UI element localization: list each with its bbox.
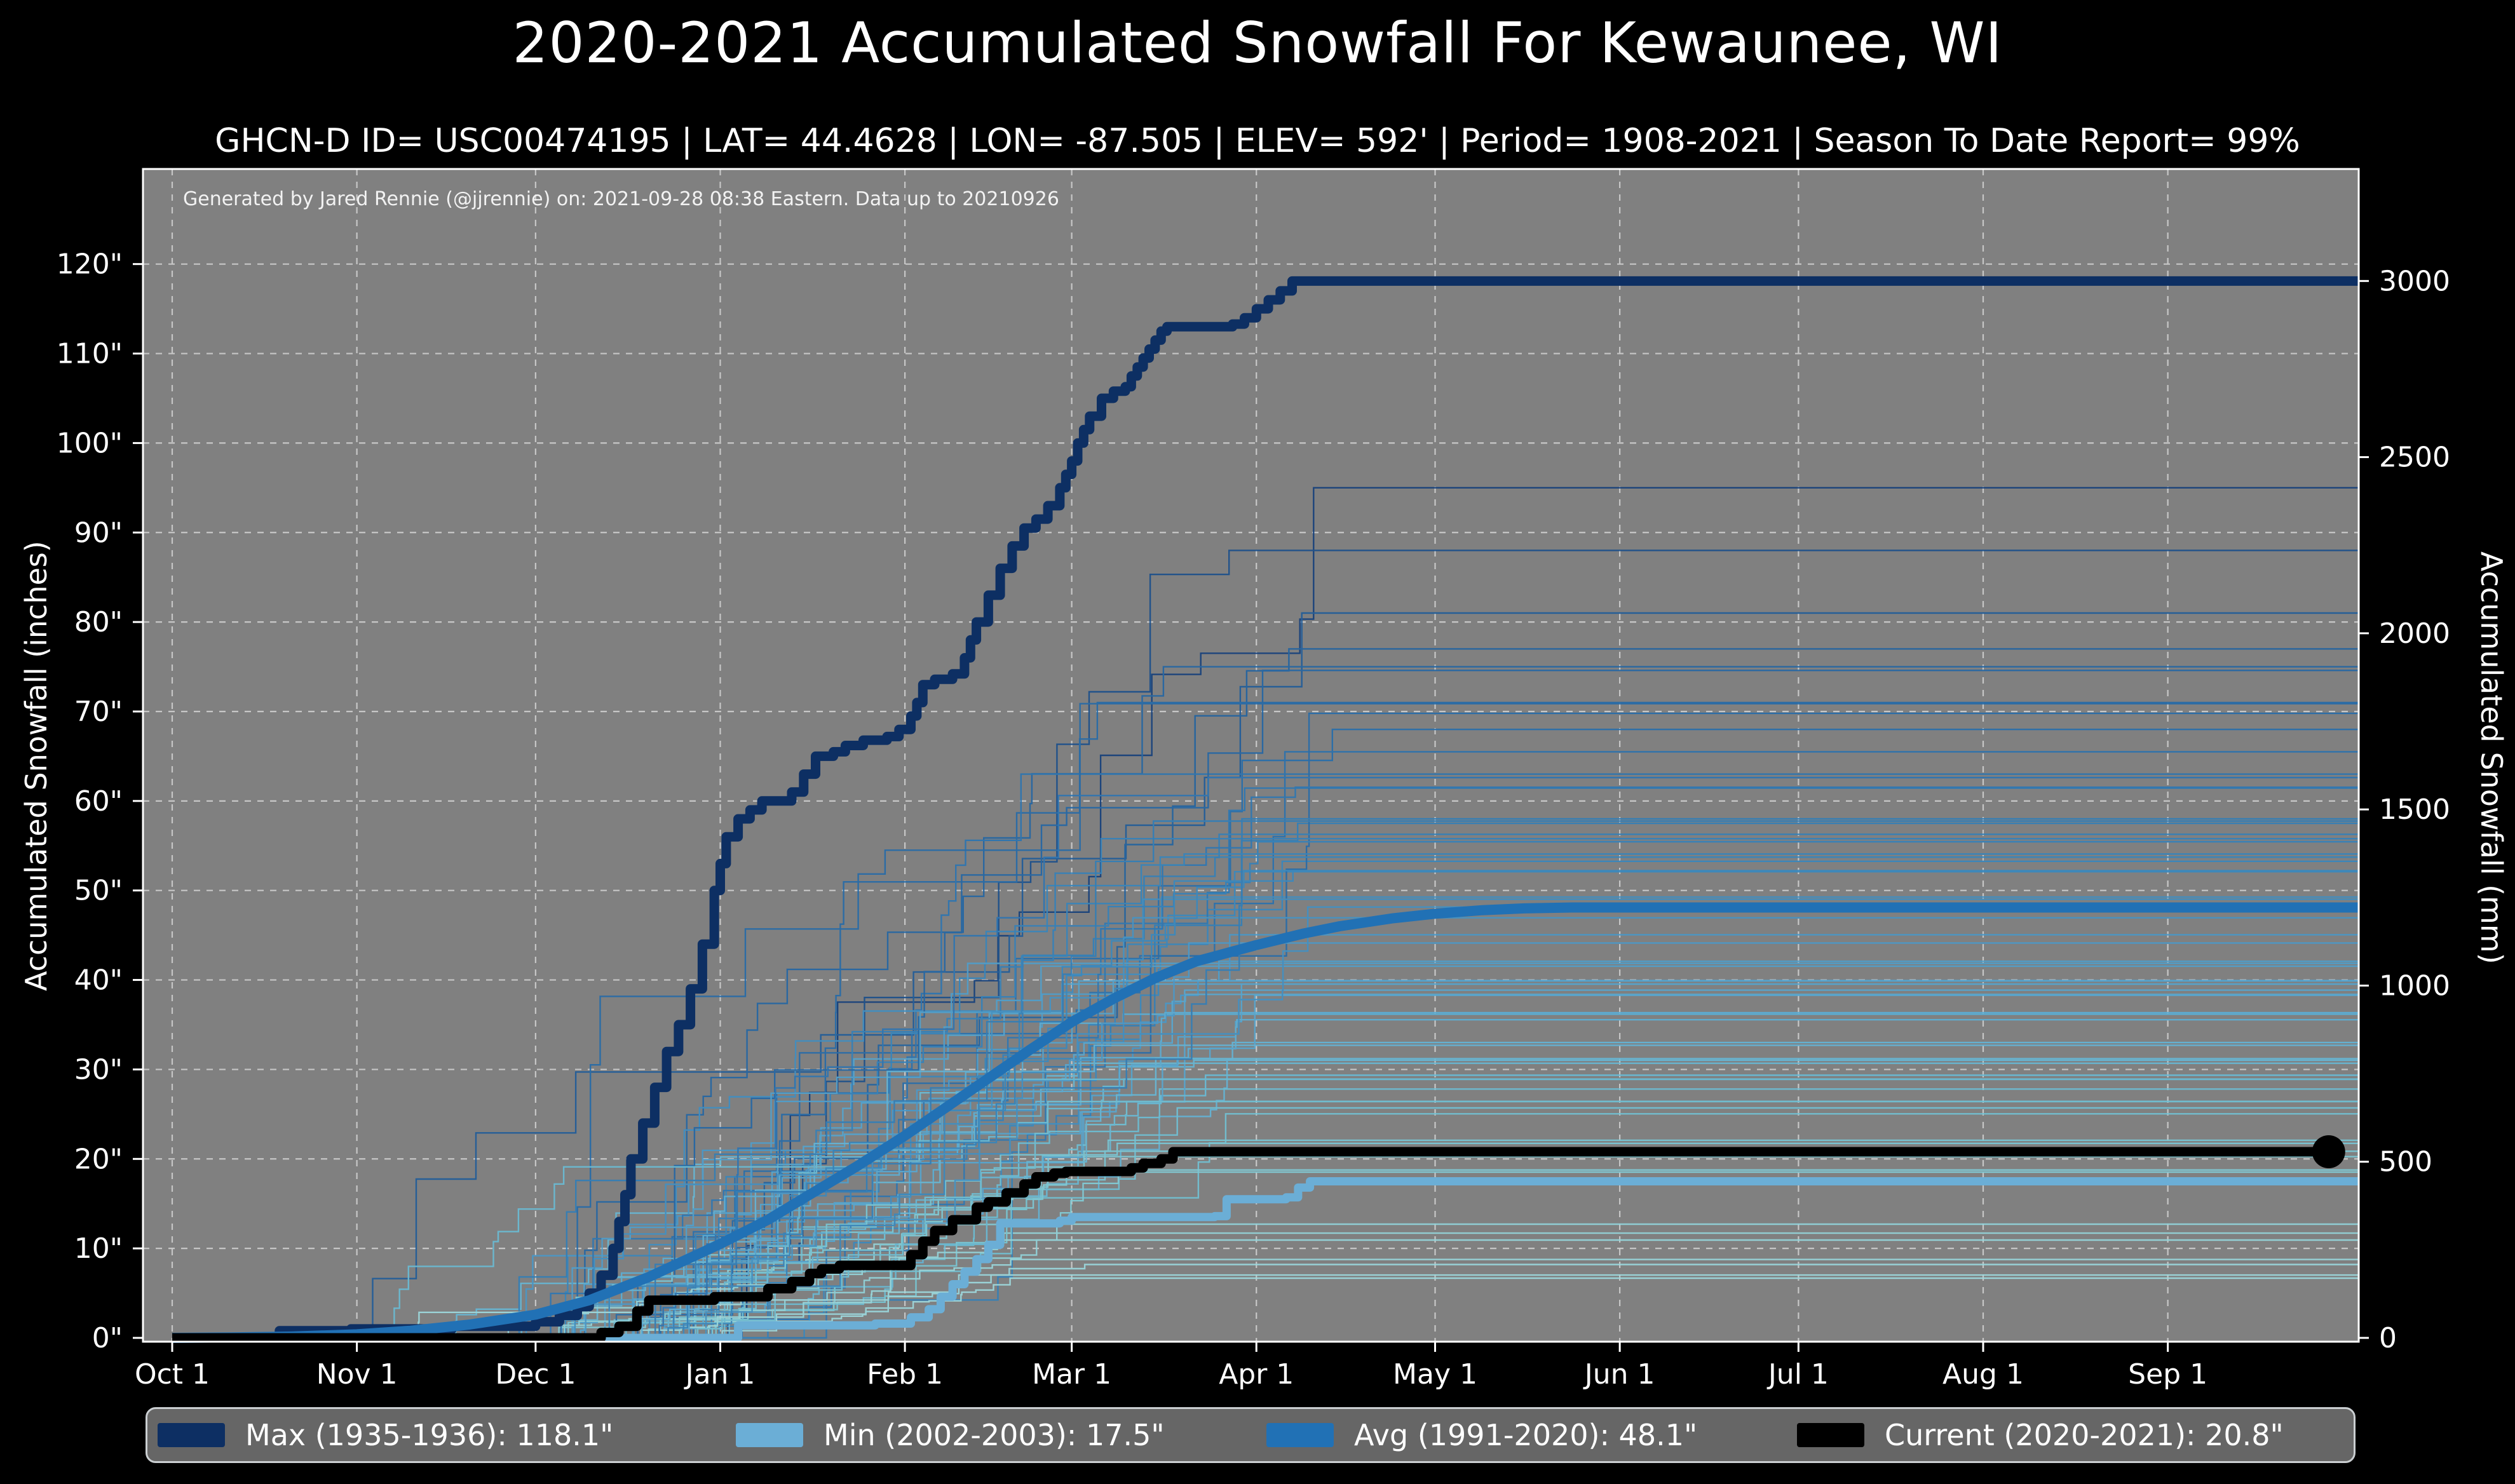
season-line xyxy=(172,1078,2359,1339)
y-left-tick-label: 90" xyxy=(74,516,123,549)
y-right-tick-label: 2500 xyxy=(2379,442,2450,474)
y-left-tick-label: 60" xyxy=(74,785,123,818)
legend: Max (1935-1936): 118.1" Min (2002-2003):… xyxy=(146,1407,2356,1463)
axis-ticks xyxy=(133,263,2369,1352)
y-right-tick-label: 500 xyxy=(2379,1146,2432,1178)
season-line xyxy=(172,1107,2359,1339)
season-line xyxy=(172,666,2359,1339)
season-line xyxy=(172,962,2359,1339)
gridlines xyxy=(143,169,2359,1342)
y-left-tick-label: 120" xyxy=(57,248,123,281)
season-line xyxy=(172,983,2359,1339)
y-left-tick-label: 80" xyxy=(74,606,123,638)
current-line xyxy=(172,1147,2329,1343)
y-left-tick-label: 50" xyxy=(74,875,123,907)
season-line xyxy=(172,870,2359,1339)
y-left-tick-label: 0" xyxy=(92,1322,123,1354)
avg-line-swatch xyxy=(1266,1423,1334,1447)
season-line xyxy=(172,786,2359,1339)
y-left-tick-label: 70" xyxy=(74,696,123,728)
y-axis-label-inches: Accumulated Snowfall (inches) xyxy=(19,541,53,991)
min-line xyxy=(172,1177,2359,1342)
generated-by-note: Generated by Jared Rennie (@jjrennie) on… xyxy=(183,188,1059,210)
x-tick-label: Jun 1 xyxy=(1583,1358,1655,1391)
y-left-tick-label: 30" xyxy=(74,1053,123,1086)
season-line xyxy=(172,994,2359,1339)
axis-tick-labels: Oct 1 Nov 1 Dec 1 Jan 1 Feb 1 Mar 1 Apr 1 May 1… xyxy=(57,248,2450,1391)
season-line xyxy=(172,670,2359,1339)
max-line xyxy=(172,276,2359,1343)
season-line xyxy=(172,1011,2359,1339)
season-line xyxy=(172,840,2359,1339)
x-tick-label: May 1 xyxy=(1393,1358,1477,1391)
x-tick-label: Mar 1 xyxy=(1032,1358,1111,1391)
legend-label-current: Current (2020-2021): 20.8" xyxy=(1885,1418,2284,1452)
season-line xyxy=(172,1100,2359,1339)
x-tick-label: Jul 1 xyxy=(1766,1358,1829,1391)
legend-label-min: Min (2002-2003): 17.5" xyxy=(824,1418,1165,1452)
legend-item-max: Max (1935-1936): 118.1" xyxy=(158,1418,613,1452)
y-right-tick-label: 0 xyxy=(2379,1322,2397,1354)
avg-line xyxy=(172,902,2359,1343)
legend-item-current: Current (2020-2021): 20.8" xyxy=(1797,1418,2284,1452)
y-left-tick-label: 40" xyxy=(74,964,123,997)
plot-border xyxy=(142,168,2360,1343)
x-tick-label: Jan 1 xyxy=(684,1358,756,1391)
x-tick-label: Oct 1 xyxy=(135,1358,210,1391)
season-line xyxy=(172,965,2359,1339)
legend-label-avg: Avg (1991-2020): 48.1" xyxy=(1354,1418,1698,1452)
season-line xyxy=(172,1258,2359,1339)
y-left-tick-label: 110" xyxy=(57,338,123,370)
season-line xyxy=(172,773,2359,1339)
legend-item-min: Min (2002-2003): 17.5" xyxy=(736,1418,1165,1452)
season-line xyxy=(172,856,2359,1339)
season-line xyxy=(172,906,2359,1339)
y-right-tick-label: 2000 xyxy=(2379,617,2450,650)
legend-item-avg: Avg (1991-2020): 48.1" xyxy=(1266,1418,1697,1452)
season-line xyxy=(172,1078,2359,1339)
y-right-tick-label: 3000 xyxy=(2379,265,2450,297)
season-line xyxy=(172,712,2359,1339)
season-line xyxy=(172,818,2359,1339)
x-tick-label: Nov 1 xyxy=(316,1358,398,1391)
y-right-tick-label: 1000 xyxy=(2379,969,2450,1002)
x-tick-label: Dec 1 xyxy=(495,1358,576,1391)
plot-area xyxy=(143,169,2359,1342)
x-tick-label: Apr 1 xyxy=(1219,1358,1294,1391)
chart-title: 2020-2021 Accumulated Snowfall For Kewau… xyxy=(512,10,2003,76)
current-endpoint-dot xyxy=(2312,1135,2345,1169)
season-line xyxy=(172,1088,2359,1339)
chart-subtitle: GHCN-D ID= USC00474195 | LAT= 44.4628 | … xyxy=(215,122,2300,160)
legend-label-max: Max (1935-1936): 118.1" xyxy=(245,1418,614,1452)
season-line xyxy=(172,853,2359,1339)
max-line-swatch xyxy=(158,1423,225,1447)
y-left-tick-label: 100" xyxy=(57,427,123,459)
x-tick-label: Feb 1 xyxy=(867,1358,943,1391)
y-left-tick-label: 20" xyxy=(74,1143,123,1175)
season-line xyxy=(172,820,2359,1339)
current-line-swatch xyxy=(1797,1423,1864,1447)
y-right-tick-label: 1500 xyxy=(2379,793,2450,826)
y-axis-label-mm: Accumulated Snowfall (mm) xyxy=(2474,551,2509,964)
x-tick-label: Sep 1 xyxy=(2128,1358,2207,1391)
season-line xyxy=(172,1062,2359,1339)
season-line xyxy=(172,1058,2359,1339)
y-left-tick-label: 10" xyxy=(74,1232,123,1265)
min-line-swatch xyxy=(736,1423,803,1447)
x-tick-label: Aug 1 xyxy=(1942,1358,2024,1391)
season-line xyxy=(172,1223,2359,1339)
season-line xyxy=(172,1264,2359,1339)
